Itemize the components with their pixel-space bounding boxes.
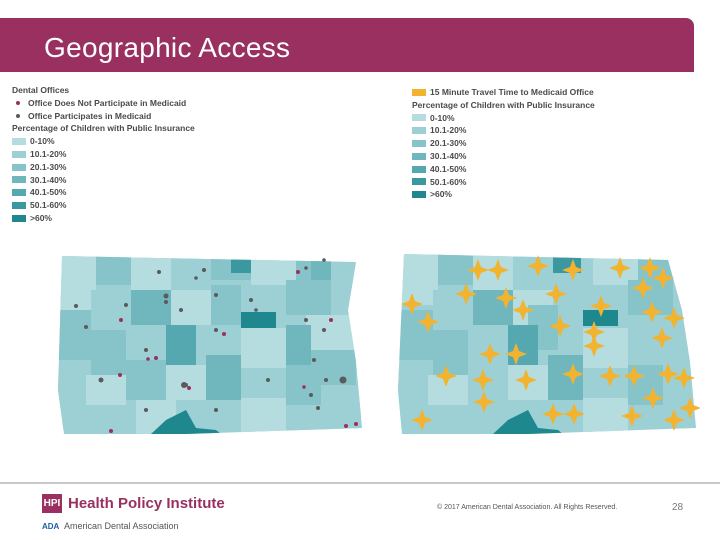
legend-row-participate: Office Participates in Medicaid bbox=[12, 110, 195, 123]
bin-swatch-icon bbox=[412, 178, 426, 186]
right-legend: 15 Minute Travel Time to Medicaid Office… bbox=[412, 86, 595, 201]
legend-bin-label: 20.1-30% bbox=[30, 161, 67, 172]
legend-bin-label: 10.1-20% bbox=[430, 125, 467, 136]
hpi-name: Health Policy Institute bbox=[68, 495, 225, 512]
legend-bin-row: 0-10% bbox=[412, 112, 595, 125]
legend-label: Office Does Not Participate in Medicaid bbox=[28, 97, 187, 108]
legend-bin-label: 40.1-50% bbox=[430, 163, 467, 174]
bin-swatch-icon bbox=[412, 140, 426, 148]
office-medicaid-dot-icon bbox=[16, 113, 20, 118]
bin-swatch-icon bbox=[12, 214, 26, 222]
legend-row-travel: 15 Minute Travel Time to Medicaid Office bbox=[412, 86, 595, 99]
footer-divider bbox=[0, 482, 720, 484]
legend-bin-label: 0-10% bbox=[30, 136, 55, 147]
legend-bin-row: 30.1-40% bbox=[12, 174, 195, 187]
legend-heading-offices: Dental Offices bbox=[12, 85, 70, 95]
legend-bin-row: 30.1-40% bbox=[412, 150, 595, 163]
legend-bin-label: >60% bbox=[430, 189, 452, 200]
legend-bin-label: >60% bbox=[30, 212, 52, 223]
travel-swatch-icon bbox=[412, 88, 426, 96]
legend-row-not-participate: Office Does Not Participate in Medicaid bbox=[12, 97, 195, 110]
legend-bin-label: 0-10% bbox=[430, 112, 455, 123]
ada-logo-icon: ADA bbox=[42, 522, 60, 531]
bin-swatch-icon bbox=[12, 189, 26, 197]
legend-bin-row: >60% bbox=[412, 188, 595, 201]
left-map-dental-offices bbox=[58, 256, 362, 434]
legend-bin-row: 10.1-20% bbox=[12, 148, 195, 161]
legend-label: 15 Minute Travel Time to Medicaid Office bbox=[430, 87, 594, 97]
ada-name: American Dental Association bbox=[64, 521, 179, 531]
legend-bin-label: 20.1-30% bbox=[430, 138, 467, 149]
page-number: 28 bbox=[672, 502, 684, 513]
legend-bin-label: 50.1-60% bbox=[30, 200, 67, 211]
legend-label: Office Participates in Medicaid bbox=[28, 110, 152, 121]
footer: HPI Health Policy Institute ADA American… bbox=[0, 482, 720, 540]
bin-swatch-icon bbox=[12, 150, 26, 158]
bin-swatch-icon bbox=[412, 152, 426, 160]
legend-bin-label: 40.1-50% bbox=[30, 187, 67, 198]
office-not-medicaid-dot-icon bbox=[16, 101, 20, 106]
legend-heading-children: Percentage of Children with Public Insur… bbox=[12, 123, 195, 134]
legend-bin-row: 20.1-30% bbox=[412, 137, 595, 150]
legend-bin-row: 50.1-60% bbox=[412, 176, 595, 189]
bin-swatch-icon bbox=[12, 202, 26, 210]
hpi-logo-icon: HPI bbox=[42, 494, 62, 513]
legend-bin-label: 50.1-60% bbox=[430, 176, 467, 187]
title-bar: Geographic Access bbox=[0, 18, 694, 72]
bin-swatch-icon bbox=[12, 138, 26, 146]
legend-bin-row: 10.1-20% bbox=[412, 124, 595, 137]
legend-bin-label: 30.1-40% bbox=[430, 150, 467, 161]
legend-heading-children: Percentage of Children with Public Insur… bbox=[412, 99, 595, 110]
legend-bin-row: 40.1-50% bbox=[412, 163, 595, 176]
legend-bin-row: 0-10% bbox=[12, 135, 195, 148]
left-legend: Dental Offices Office Does Not Participa… bbox=[12, 84, 195, 225]
bin-swatch-icon bbox=[412, 127, 426, 135]
legend-bin-label: 30.1-40% bbox=[30, 174, 67, 185]
bin-swatch-icon bbox=[412, 191, 426, 199]
bin-swatch-icon bbox=[12, 176, 26, 184]
legend-bin-row: 50.1-60% bbox=[12, 199, 195, 212]
bin-swatch-icon bbox=[412, 114, 426, 122]
legend-bin-row: >60% bbox=[12, 212, 195, 225]
slide-title: Geographic Access bbox=[44, 32, 291, 63]
bin-swatch-icon bbox=[12, 163, 26, 171]
bin-swatch-icon bbox=[412, 165, 426, 173]
copyright: © 2017 American Dental Association. All … bbox=[437, 504, 618, 511]
legend-bin-row: 40.1-50% bbox=[12, 186, 195, 199]
legend-bin-row: 20.1-30% bbox=[12, 161, 195, 174]
legend-bin-label: 10.1-20% bbox=[30, 148, 67, 159]
right-map-travel-time bbox=[398, 254, 700, 434]
